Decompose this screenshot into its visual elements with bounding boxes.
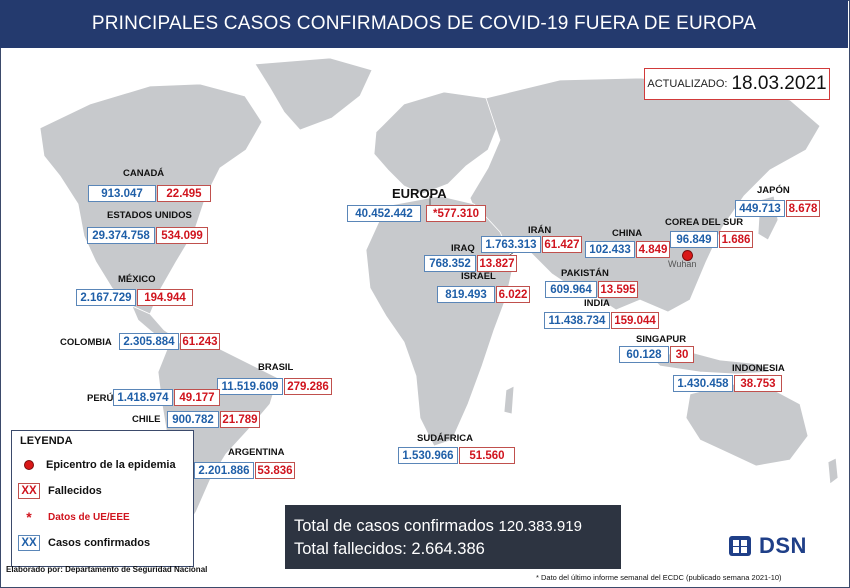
cases-china: 102.433 — [585, 241, 635, 258]
updated-date: 18.03.2021 — [731, 73, 827, 94]
madagascar-shape — [503, 385, 515, 415]
cases-indonesia: 1.430.458 — [673, 375, 733, 392]
epicenter-dot-icon — [24, 460, 34, 470]
header-bar — [0, 0, 848, 48]
cases-iran: 1.763.313 — [481, 236, 541, 253]
country-label-europa: EUROPA — [392, 186, 447, 201]
cases-india: 11.438.734 — [544, 312, 610, 329]
credit-text: Elaborado por: Departamento de Seguridad… — [6, 565, 208, 574]
country-label-iran: IRÁN — [528, 225, 552, 236]
legend-epicenter-label: Epicentro de la epidemia — [46, 459, 176, 471]
deaths-iraq: 13.827 — [477, 255, 517, 272]
totals-panel: Total de casos confirmados 120.383.919 T… — [285, 505, 621, 569]
updated-badge: ACTUALIZADO: 18.03.2021 — [644, 68, 830, 100]
country-label-argentina: ARGENTINA — [228, 447, 285, 458]
dsn-logo: DSN — [727, 533, 807, 559]
page-title: PRINCIPALES CASOS CONFIRMADOS DE COVID-1… — [91, 13, 757, 34]
footnote-text: * Dato del último informe semanal del EC… — [536, 573, 782, 582]
epicenter-marker — [682, 250, 693, 261]
deaths-brasil: 279.286 — [284, 378, 332, 395]
country-label-sudafrica: SUDÁFRICA — [417, 433, 473, 444]
cases-usa: 29.374.758 — [87, 227, 155, 244]
cases-canada: 913.047 — [88, 185, 156, 202]
cases-symbol-icon: XX — [18, 535, 40, 551]
updated-label: ACTUALIZADO: — [647, 78, 728, 90]
country-label-singapur: SINGAPUR — [636, 334, 687, 345]
deaths-usa: 534.099 — [156, 227, 208, 244]
legend-cases-label: Casos confirmados — [48, 537, 151, 549]
legend-row-eu: * Datos de UE/EEE — [18, 509, 130, 525]
legend-deaths-label: Fallecidos — [48, 485, 102, 497]
asterisk-icon: * — [26, 509, 32, 525]
country-label-usa: ESTADOS UNIDOS — [107, 210, 192, 221]
new-zealand-shape — [827, 457, 839, 485]
cases-japan: 449.713 — [735, 200, 785, 217]
legend: LEYENDA Epicentro de la epidemia XX Fall… — [11, 430, 194, 567]
deaths-japan: 8.678 — [786, 200, 820, 217]
deaths-europa: *577.310 — [426, 205, 486, 222]
legend-row-cases: XX Casos confirmados — [18, 535, 150, 551]
total-deaths-label: Total fallecidos: — [294, 540, 407, 558]
country-label-colombia: COLOMBIA — [60, 337, 112, 348]
cases-argentina: 2.201.886 — [194, 462, 254, 479]
cases-brasil: 11.519.609 — [217, 378, 283, 395]
deaths-mexico: 194.944 — [137, 289, 193, 306]
legend-row-deaths: XX Fallecidos — [18, 483, 102, 499]
legend-title: LEYENDA — [20, 435, 73, 447]
deaths-iran: 61.427 — [542, 236, 582, 253]
deaths-pakistan: 13.595 — [598, 281, 638, 298]
total-cases-row: Total de casos confirmados 120.383.919 — [294, 515, 621, 538]
country-label-japan: JAPÓN — [757, 185, 790, 196]
cases-colombia: 2.305.884 — [119, 333, 179, 350]
cases-mexico: 2.167.729 — [76, 289, 136, 306]
cases-singapur: 60.128 — [619, 346, 669, 363]
cases-israel: 819.493 — [437, 286, 495, 303]
country-label-israel: ISRAEL — [461, 271, 496, 282]
deaths-singapur: 30 — [670, 346, 694, 363]
country-label-canada: CANADÁ — [123, 168, 165, 179]
country-label-iraq: IRAQ — [451, 243, 475, 254]
epicenter-label: Wuhan — [668, 259, 697, 269]
deaths-india: 159.044 — [611, 312, 659, 329]
country-label-mexico: MÉXICO — [118, 274, 156, 285]
total-deaths-value: 2.664.386 — [411, 540, 485, 558]
country-label-china: CHINA — [612, 228, 643, 239]
deaths-colombia: 61.243 — [180, 333, 220, 350]
country-label-chile: CHILE — [132, 414, 161, 425]
deaths-argentina: 53.836 — [255, 462, 295, 479]
deaths-korea: 1.686 — [719, 231, 753, 248]
cases-pakistan: 609.964 — [545, 281, 597, 298]
deaths-sudafrica: 51.560 — [459, 447, 515, 464]
cases-peru: 1.418.974 — [113, 389, 173, 406]
deaths-canada: 22.495 — [157, 185, 211, 202]
cases-chile: 900.782 — [167, 411, 219, 428]
deaths-israel: 6.022 — [496, 286, 530, 303]
country-label-brasil: BRASIL — [258, 362, 294, 373]
legend-row-epicenter: Epicentro de la epidemia — [18, 459, 176, 471]
cases-korea: 96.849 — [670, 231, 718, 248]
deaths-indonesia: 38.753 — [734, 375, 782, 392]
deaths-china: 4.849 — [636, 241, 670, 258]
country-label-india: INDIA — [584, 298, 610, 309]
deaths-peru: 49.177 — [174, 389, 220, 406]
deaths-symbol-icon: XX — [18, 483, 40, 499]
cases-iraq: 768.352 — [424, 255, 476, 272]
australia-shape — [685, 383, 809, 467]
deaths-chile: 21.789 — [220, 411, 260, 428]
total-deaths-row: Total fallecidos: 2.664.386 — [294, 538, 621, 560]
logo-text: DSN — [759, 533, 807, 558]
greenland-shape — [254, 57, 373, 131]
country-label-indonesia: INDONESIA — [732, 363, 785, 374]
total-cases-value: 120.383.919 — [498, 518, 582, 535]
total-cases-label: Total de casos confirmados — [294, 517, 494, 535]
country-label-peru: PERÚ — [87, 393, 114, 404]
country-label-korea: COREA DEL SUR — [665, 217, 744, 228]
europe-shape — [373, 91, 501, 195]
cases-sudafrica: 1.530.966 — [398, 447, 458, 464]
africa-shape — [365, 195, 515, 447]
legend-eu-label: Datos de UE/EEE — [48, 511, 130, 523]
cases-europa: 40.452.442 — [347, 205, 421, 222]
coat-of-arms-icon — [729, 536, 751, 556]
country-label-pakistan: PAKISTÁN — [561, 268, 609, 279]
